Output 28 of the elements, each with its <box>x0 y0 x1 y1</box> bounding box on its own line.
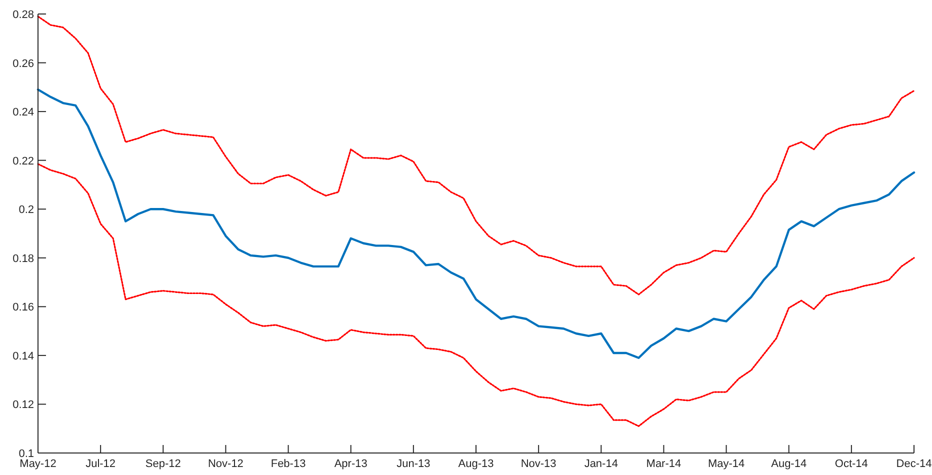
x-tick-label: Apr-13 <box>334 458 368 470</box>
y-tick-label: 0.12 <box>12 399 34 412</box>
y-tick-label: 0.28 <box>12 9 34 21</box>
x-tick-label: Jul-12 <box>86 458 116 470</box>
x-tick-label: Feb-13 <box>270 458 306 470</box>
y-tick-label: 0.16 <box>12 302 34 314</box>
y-tick-label: 0.26 <box>12 58 34 70</box>
line-series <box>37 163 915 427</box>
y-tick-label: 0.18 <box>12 252 34 265</box>
x-tick-label: Oct-14 <box>834 458 868 470</box>
x-tick-label: Jan-14 <box>584 458 618 470</box>
y-tick-label: 0.1 <box>18 448 34 460</box>
x-tick-label: Aug-14 <box>771 458 807 470</box>
x-tick-label: Aug-13 <box>458 458 494 470</box>
x-tick-label: Nov-13 <box>520 458 556 470</box>
line-series <box>36 88 916 359</box>
y-tick-label: 0.22 <box>12 155 34 168</box>
x-tick-label: Jun-13 <box>396 458 430 470</box>
y-tick-label: 0.24 <box>12 106 34 119</box>
x-tick-label: Dec-14 <box>896 458 932 470</box>
line-series <box>37 16 915 296</box>
x-tick-label: Nov-12 <box>208 458 244 470</box>
x-tick-label: May-14 <box>708 458 745 470</box>
y-tick-label: 0.2 <box>18 204 34 216</box>
x-tick-label: Mar-14 <box>646 458 682 470</box>
x-tick-label: Sep-12 <box>145 458 181 470</box>
y-tick-label: 0.14 <box>12 350 34 362</box>
x-tick-label: May-12 <box>20 458 56 470</box>
